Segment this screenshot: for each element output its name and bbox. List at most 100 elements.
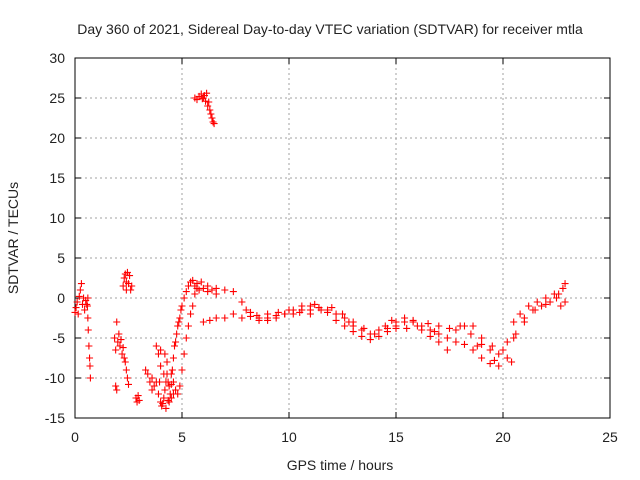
data-point [478, 334, 486, 342]
data-point [199, 284, 207, 292]
data-point [150, 382, 158, 390]
data-point [172, 338, 180, 346]
data-point [443, 334, 451, 342]
data-point [381, 322, 389, 330]
data-point [306, 302, 314, 310]
data-point [111, 334, 119, 342]
data-point [503, 338, 511, 346]
y-tick-label: 0 [57, 290, 65, 306]
data-point [135, 396, 143, 404]
y-tick-label: -5 [53, 330, 66, 346]
data-point [120, 274, 128, 282]
data-point [456, 322, 464, 330]
data-point [180, 294, 188, 302]
plot-area-frame [74, 57, 611, 419]
x-tick-label: 10 [281, 429, 297, 445]
data-series [204, 280, 569, 370]
data-point [383, 328, 391, 336]
data-point [209, 118, 217, 126]
y-tick-label: 20 [49, 130, 65, 146]
data-point [121, 358, 129, 366]
data-point [182, 334, 190, 342]
data-points [71, 89, 569, 412]
data-point [375, 326, 383, 334]
data-point [163, 358, 171, 366]
data-point [152, 342, 160, 350]
data-point [366, 336, 374, 344]
data-point [542, 300, 550, 308]
chart-title: Day 360 of 2021, Sidereal Day-to-day VTE… [77, 21, 583, 37]
data-point [221, 314, 229, 322]
x-axis-tick-labels: 0 5 10 15 20 25 [71, 429, 618, 445]
data-point [298, 302, 306, 310]
data-point [246, 308, 254, 316]
data-point [510, 334, 518, 342]
data-point [229, 288, 237, 296]
data-point [118, 350, 126, 358]
data-point [332, 316, 340, 324]
data-point [126, 272, 134, 280]
data-point [169, 390, 177, 398]
data-point [206, 316, 214, 324]
data-point [486, 360, 494, 368]
data-point [546, 298, 554, 306]
data-series [199, 284, 567, 358]
y-axis-tick-labels: -15 -10 -5 0 5 10 15 20 25 30 [45, 50, 65, 426]
data-point [182, 288, 190, 296]
data-point [142, 366, 150, 374]
data-point [264, 316, 272, 324]
data-point [168, 366, 176, 374]
x-tick-label: 15 [388, 429, 404, 445]
data-point [392, 318, 400, 326]
data-point [358, 332, 366, 340]
data-point [122, 286, 130, 294]
x-axis-label: GPS time / hours [287, 457, 394, 473]
data-point [206, 106, 214, 114]
data-point [360, 324, 368, 332]
y-tick-label: -15 [45, 410, 65, 426]
data-point [83, 300, 91, 308]
y-tick-label: 30 [49, 50, 65, 66]
data-point [122, 366, 130, 374]
data-point [128, 282, 136, 290]
data-series [71, 268, 143, 406]
data-point [193, 284, 201, 292]
data-point [178, 302, 186, 310]
data-point [435, 322, 443, 330]
data-point [198, 95, 206, 103]
data-point [403, 324, 411, 332]
data-point [375, 332, 383, 340]
data-point [112, 382, 120, 390]
data-point [435, 330, 443, 338]
data-point [435, 338, 443, 346]
data-point [508, 358, 516, 366]
data-point [205, 98, 213, 106]
data-point [178, 366, 186, 374]
data-point [76, 286, 84, 294]
data-point [171, 342, 179, 350]
data-point [120, 354, 128, 362]
data-point [72, 304, 80, 312]
data-point [119, 344, 127, 352]
data-point [460, 340, 468, 348]
data-point [452, 326, 460, 334]
data-point [345, 318, 353, 326]
data-point [81, 306, 89, 314]
data-point [516, 310, 524, 318]
data-point [156, 378, 164, 386]
grid-lines [75, 58, 610, 418]
data-point [210, 120, 218, 128]
data-point [197, 90, 205, 98]
data-point [446, 324, 453, 332]
data-point [413, 322, 421, 330]
data-point [85, 342, 93, 350]
data-point [112, 346, 120, 354]
data-point [503, 354, 511, 362]
axis-ticks [74, 57, 611, 419]
data-point [204, 282, 212, 290]
data-point [324, 308, 332, 316]
data-point [176, 382, 184, 390]
data-point [349, 328, 357, 336]
data-point [495, 362, 503, 370]
